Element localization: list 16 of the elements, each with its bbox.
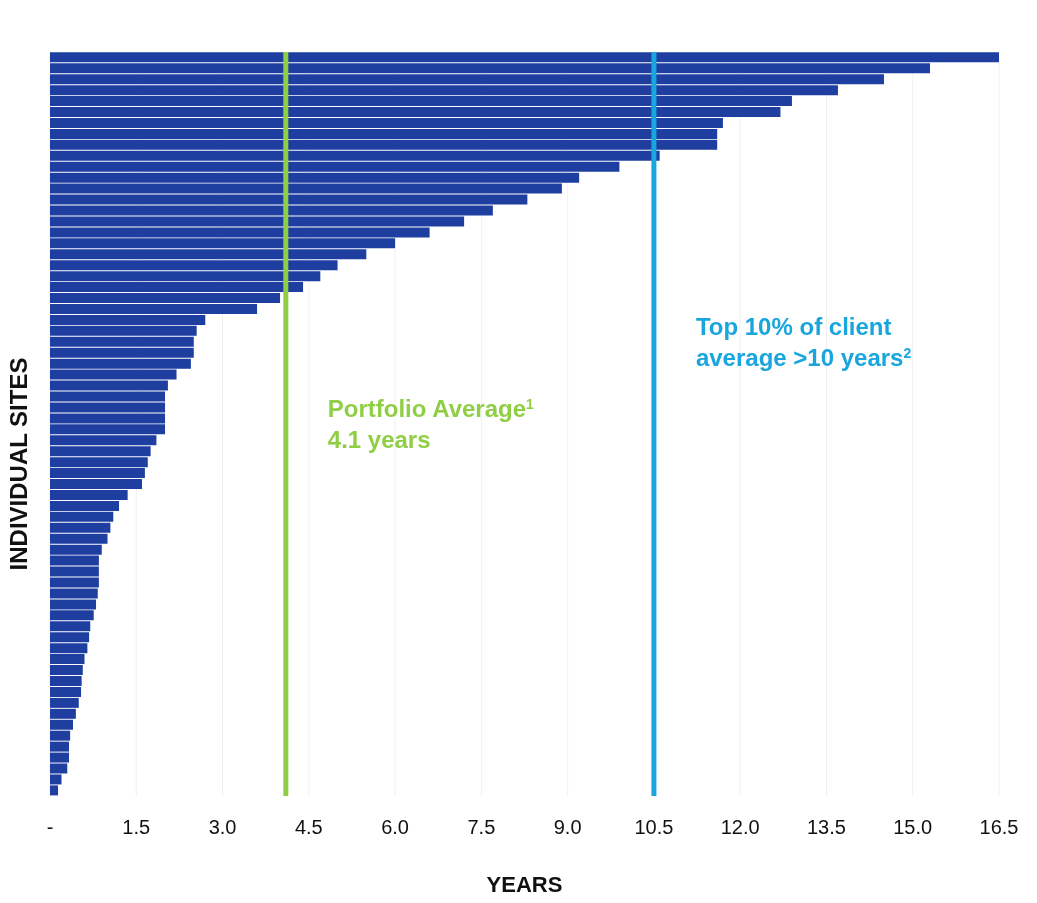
text: Portfolio Average$^{1}$ 4.1 years [327,394,534,453]
x-tick-label: 3.0 [208,816,237,839]
x-tick-label: 9.0 [553,816,582,839]
x-tick-label: 15.0 [893,816,933,839]
x-tick-label: 10.5 [634,816,674,839]
x-tick-label: 1.5 [122,816,151,839]
x-tick-label: 7.5 [467,816,496,839]
x-tick-label: 12.0 [720,816,760,839]
y-axis-title: INDIVIDUAL SITES [4,357,32,571]
x-tick-label: 4.5 [294,816,323,839]
ref-line-label: Top 10% of client average >10 years$^{2}$ [695,312,912,371]
x-tick-label: 13.5 [806,816,846,839]
x-axis-title: YEARS [486,872,563,897]
x-tick-label: - [46,816,54,839]
x-tick-label: 16.5 [979,816,1019,839]
x-tick-label: 6.0 [381,816,409,839]
